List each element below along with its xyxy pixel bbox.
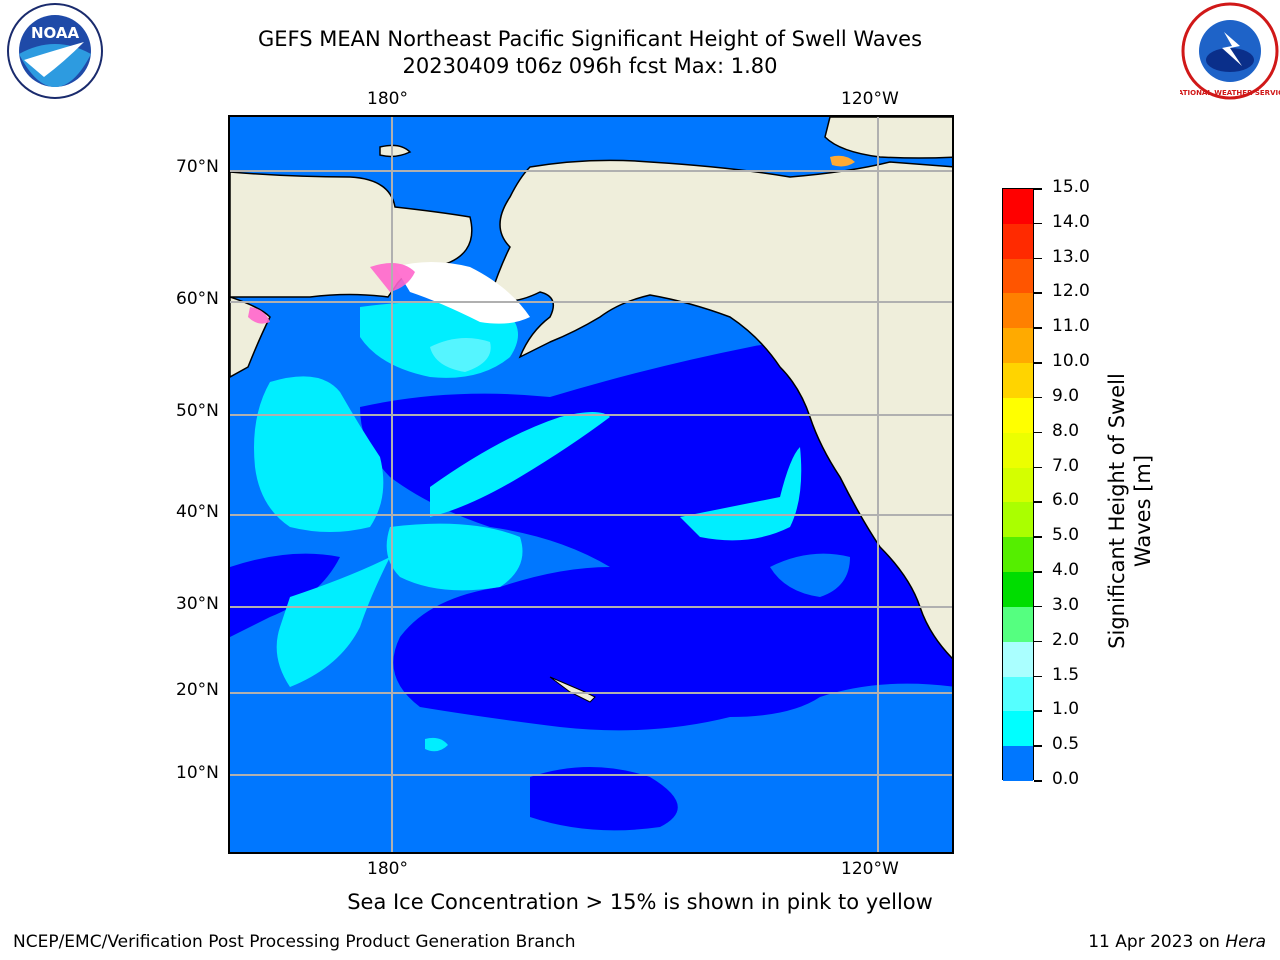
lat-label-10n: 10°N (176, 763, 219, 783)
nws-logo: NATIONAL WEATHER SERVICE (1172, 2, 1280, 104)
colorbar-tick (1034, 257, 1042, 260)
sea-ice-note: Sea Ice Concentration > 15% is shown in … (347, 890, 933, 914)
colorbar-tick (1034, 188, 1042, 190)
colorbar-tick (1034, 327, 1042, 329)
colorbar-tick (1034, 745, 1042, 747)
colorbar-segment (1003, 432, 1033, 469)
ocean-low-west (230, 553, 340, 637)
colorbar-tick-label: 1.5 (1052, 664, 1080, 685)
colorbar-tick-label: 15.0 (1052, 177, 1090, 197)
swell-patch-central (386, 523, 523, 591)
no-data-bering (395, 262, 530, 324)
ocean-low-south (530, 767, 678, 831)
colorbar-tick (1034, 292, 1042, 294)
colorbar-tick-label: 8.0 (1052, 420, 1080, 441)
colorbar-segment (1003, 328, 1033, 364)
land-hawaii (549, 676, 596, 703)
footer-date-text: 11 Apr 2023 on (1088, 932, 1226, 952)
colorbar-tick (1034, 605, 1042, 608)
lat-label-50n: 50°N (176, 401, 219, 421)
colorbar-tick (1034, 396, 1042, 399)
lat-label-20n: 20°N (176, 680, 219, 700)
colorbar-tick (1034, 431, 1042, 434)
sea-ice-arctic (830, 155, 855, 167)
colorbar-segment (1003, 502, 1033, 538)
colorbar-tick-label: 12.0 (1052, 281, 1090, 302)
lon-label-bottom-180: 180° (367, 859, 408, 879)
map-gridlines (230, 117, 952, 852)
colorbar-tick (1034, 675, 1042, 678)
colorbar-tick-label: 3.0 (1052, 594, 1080, 615)
sea-ice-okhotsk (248, 307, 270, 324)
colorbar-tick (1034, 571, 1042, 573)
lat-label-60n: 60°N (176, 289, 219, 309)
svg-text:NOAA: NOAA (31, 24, 80, 42)
colorbar-segment (1003, 189, 1033, 225)
lon-label-top-120w: 120°W (841, 89, 899, 109)
colorbar-tick-label: 4.0 (1052, 560, 1080, 581)
chart-subtitle: 20230409 t06z 096h fcst Max: 1.80 (402, 54, 778, 78)
colorbar-tick-label: 13.0 (1052, 246, 1090, 267)
land-arctic-islands (824, 117, 952, 159)
colorbar-tick (1034, 466, 1042, 469)
colorbar-segment (1003, 293, 1033, 329)
colorbar-segment (1003, 641, 1033, 678)
colorbar-segment (1003, 363, 1033, 399)
swell-patch-small (425, 737, 448, 752)
colorbar-tick (1034, 536, 1042, 538)
wave-height-map (230, 117, 952, 852)
colorbar-tick-label: 10.0 (1052, 351, 1090, 372)
colorbar-tick-label: 14.0 (1052, 211, 1090, 232)
footer-host: Hera (1225, 932, 1266, 952)
swell-patch-southwest (276, 557, 390, 687)
colorbar-tick (1034, 362, 1042, 364)
colorbar-tick-label: 7.0 (1052, 455, 1080, 476)
colorbar-tick-label: 0.5 (1052, 734, 1080, 755)
map-panel (228, 115, 954, 854)
colorbar-segment (1003, 572, 1033, 608)
colorbar-segment (1003, 397, 1033, 434)
svg-text:NATIONAL WEATHER SERVICE: NATIONAL WEATHER SERVICE (1180, 89, 1280, 97)
colorbar-tick (1034, 222, 1042, 225)
colorbar-tick (1034, 780, 1042, 782)
colorbar-tick-label: 6.0 (1052, 490, 1080, 511)
colorbar-tick (1034, 640, 1042, 643)
colorbar-tick (1034, 710, 1042, 712)
swell-patch-east (680, 447, 802, 541)
lon-label-top-180: 180° (367, 89, 408, 109)
colorbar-segment (1003, 746, 1033, 782)
colorbar-segment (1003, 606, 1033, 643)
swell-band (430, 412, 610, 517)
colorbar-segment (1003, 258, 1033, 294)
ocean-mid-islands (770, 553, 850, 597)
noaa-logo: NOAA (4, 2, 106, 104)
swell-patch-north-high (430, 338, 491, 372)
colorbar-tick-label: 2.0 (1052, 629, 1080, 650)
colorbar-tick-label: 9.0 (1052, 385, 1080, 406)
colorbar-segment (1003, 711, 1033, 747)
chart-title: GEFS MEAN Northeast Pacific Significant … (257, 27, 923, 51)
colorbar-segment (1003, 223, 1033, 260)
colorbar-segment (1003, 676, 1033, 712)
lat-label-70n: 70°N (176, 157, 219, 177)
lon-label-bottom-120w: 120°W (841, 859, 899, 879)
colorbar-tick-label: 0.0 (1052, 769, 1080, 789)
colorbar-tick-label: 11.0 (1052, 316, 1090, 337)
lat-label-40n: 40°N (176, 502, 219, 522)
colorbar-tick (1034, 501, 1042, 503)
lat-label-30n: 30°N (176, 594, 219, 614)
colorbar-title: Significant Height of Swell Waves [m] (1105, 373, 1155, 649)
colorbar-tick-label: 5.0 (1052, 525, 1080, 546)
footer-credit: NCEP/EMC/Verification Post Processing Pr… (13, 932, 576, 952)
footer-date: 11 Apr 2023 on Hera (1088, 932, 1266, 952)
colorbar-tick-label: 1.0 (1052, 699, 1080, 720)
colorbar-segment (1003, 467, 1033, 503)
colorbar (1002, 188, 1034, 782)
colorbar-segment (1003, 537, 1033, 573)
